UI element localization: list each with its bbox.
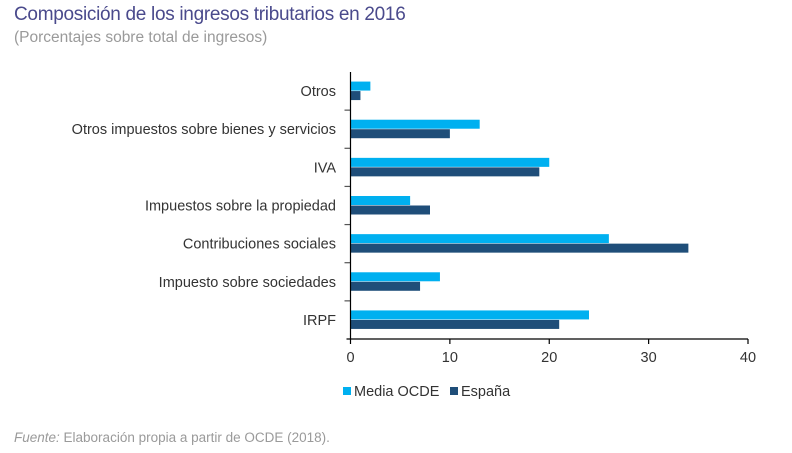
x-tick-label: 30 (641, 350, 657, 366)
category-label: IRPF (303, 313, 336, 329)
x-tick-label: 0 (346, 350, 354, 366)
legend-label-espana: España (461, 384, 511, 400)
legend-label-media-ocde: Media OCDE (354, 384, 440, 400)
source-note: Fuente: Elaboración propia a partir de O… (14, 430, 330, 445)
axes-group (344, 72, 749, 344)
category-label: Contribuciones sociales (183, 237, 336, 253)
bar-espana (350, 129, 450, 139)
bar-media-ocde (350, 81, 371, 91)
x-tick-label: 40 (740, 350, 756, 366)
bar-espana (350, 281, 421, 291)
bar-media-ocde (350, 272, 440, 282)
category-labels: Otros Otros impuestos sobre bienes y serv… (72, 84, 337, 329)
bar-media-ocde (350, 310, 589, 320)
bar-media-ocde (350, 157, 550, 167)
chart-title: Composición de los ingresos tributarios … (14, 4, 406, 25)
category-label: Impuestos sobre la propiedad (145, 199, 336, 215)
legend: Media OCDE España (343, 384, 511, 400)
legend-swatch-media-ocde (343, 387, 351, 395)
bar-espana (350, 205, 430, 215)
source-text: Elaboración propia a partir de OCDE (201… (59, 430, 330, 445)
x-tick-labels: 0 10 20 30 40 (346, 350, 756, 366)
category-label: Otros (301, 84, 336, 100)
bars-group (350, 81, 689, 329)
chart-subtitle: (Porcentajes sobre total de ingresos) (14, 29, 268, 46)
category-label: IVA (314, 160, 337, 176)
bar-media-ocde (350, 119, 480, 129)
source-label: Fuente: (14, 430, 60, 445)
bar-espana (350, 167, 540, 177)
bar-media-ocde (350, 196, 411, 205)
bar-media-ocde (350, 234, 609, 244)
x-tick-label: 20 (541, 350, 557, 366)
bar-espana (350, 319, 560, 329)
legend-swatch-espana (450, 387, 458, 395)
category-label: Otros impuestos sobre bienes y servicios (72, 122, 336, 138)
bar-espana (350, 91, 361, 101)
bar-espana (350, 243, 689, 253)
category-label: Impuesto sobre sociedades (159, 275, 336, 291)
x-tick-label: 10 (442, 350, 458, 366)
